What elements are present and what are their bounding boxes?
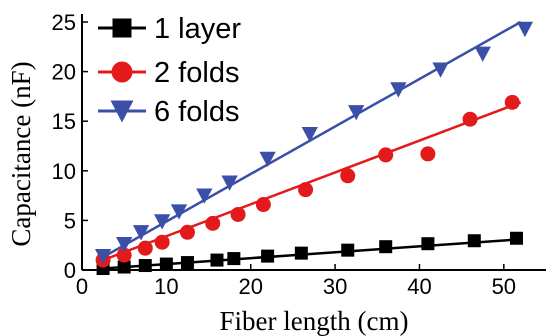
legend-marker	[110, 100, 134, 123]
data-point-triangle-down	[116, 237, 133, 253]
data-point-circle	[179, 224, 195, 240]
data-point-triangle-down	[132, 225, 150, 241]
x-tick-label: 40	[407, 274, 431, 299]
data-point-triangle-down	[153, 214, 171, 230]
data-point-circle	[137, 240, 153, 256]
data-point-square	[117, 260, 131, 274]
data-point-triangle-down	[94, 248, 112, 265]
data-point-circle	[116, 247, 132, 263]
data-point-circle	[504, 94, 520, 110]
data-point-square	[210, 253, 224, 267]
data-point-circle	[205, 215, 221, 231]
tick-labels: 0 10 20 30 40 50 0 5 10 15 20 25	[52, 10, 517, 299]
data-point-triangle-down	[432, 62, 449, 78]
data-point-square	[509, 231, 523, 245]
axes	[81, 14, 546, 271]
data-point-triangle-down	[516, 21, 534, 38]
data-point-triangle-down	[348, 105, 365, 121]
data-point-triangle-down	[196, 188, 213, 204]
data-point-circle	[340, 168, 356, 184]
data-point-square	[227, 252, 241, 266]
y-tick-label: 25	[52, 10, 76, 35]
data-point-circle	[420, 146, 436, 162]
data-point-circle	[255, 197, 271, 213]
data-point-square	[421, 237, 435, 251]
x-tick-label: 50	[492, 274, 516, 299]
data-point-triangle-down	[474, 46, 491, 62]
fit-line-2	[102, 101, 522, 262]
data-point-circle	[154, 234, 170, 250]
legend: 1 layer 2 folds 6 folds	[98, 13, 241, 128]
y-tick-label: 15	[52, 109, 76, 134]
data-point-square	[341, 243, 355, 257]
x-axis-label: Fiber length (cm)	[220, 306, 409, 336]
data-point-triangle-down	[259, 151, 276, 168]
data-point-square	[159, 257, 173, 271]
x-tick-label: 30	[323, 274, 347, 299]
x-tick-label: 0	[76, 274, 88, 299]
y-axis-label: Capacitance (nF)	[6, 61, 36, 246]
y-tick-label: 10	[52, 159, 76, 184]
data-point-circle	[298, 182, 314, 198]
data-point-square	[180, 256, 194, 270]
x-tick-label: 10	[154, 274, 178, 299]
y-tick-label: 5	[64, 208, 76, 233]
legend-label: 6 folds	[154, 96, 239, 128]
data-point-square	[294, 246, 308, 260]
data-point-square	[467, 234, 481, 248]
legend-marker	[112, 18, 132, 38]
data-point-triangle-down	[170, 204, 188, 220]
data-point-triangle-down	[221, 175, 238, 191]
data-point-circle	[462, 111, 478, 127]
legend-label: 1 layer	[154, 13, 241, 45]
legend-label: 2 folds	[154, 57, 239, 89]
data-point-triangle-down	[390, 82, 407, 98]
y-tick-label: 0	[64, 258, 76, 283]
fit-line-3	[102, 20, 522, 259]
data-point-square	[261, 249, 275, 263]
data-point-triangle-down	[301, 126, 318, 143]
data-point-square	[138, 259, 152, 273]
legend-marker	[111, 61, 133, 83]
y-tick-label: 20	[52, 60, 76, 85]
x-tick-label: 20	[238, 274, 262, 299]
data-point-square	[379, 240, 393, 254]
data-point-circle	[230, 206, 246, 222]
data-point-circle	[378, 147, 394, 163]
data-markers	[94, 21, 534, 276]
